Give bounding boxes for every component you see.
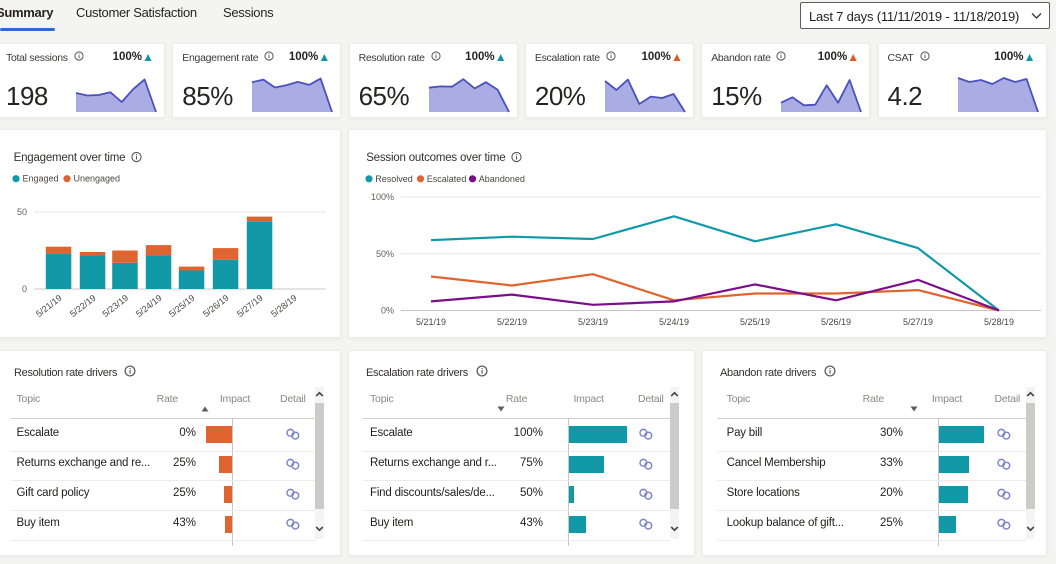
svg-text:Abandoned: Abandoned xyxy=(479,174,525,184)
svg-text:Unengaged: Unengaged xyxy=(74,174,121,184)
svg-text:5/22/19: 5/22/19 xyxy=(497,317,527,327)
svg-text:Session outcomes over time: Session outcomes over time xyxy=(366,152,505,164)
svg-text:5/28/19: 5/28/19 xyxy=(269,293,299,319)
svg-text:0%: 0% xyxy=(381,306,394,316)
svg-text:Escalated: Escalated xyxy=(427,174,467,184)
svg-text:50: 50 xyxy=(17,207,27,217)
svg-text:Engaged: Engaged xyxy=(23,174,59,184)
svg-text:100%: 100% xyxy=(371,192,394,202)
svg-text:5/26/19: 5/26/19 xyxy=(821,317,851,327)
svg-text:5/21/19: 5/21/19 xyxy=(416,317,446,327)
svg-text:5/22/19: 5/22/19 xyxy=(68,293,98,319)
svg-text:5/24/19: 5/24/19 xyxy=(134,293,164,319)
svg-text:0: 0 xyxy=(22,284,27,294)
svg-text:Resolved: Resolved xyxy=(375,174,413,184)
svg-text:5/21/19: 5/21/19 xyxy=(34,293,64,319)
svg-text:Engagement over time: Engagement over time xyxy=(14,152,126,164)
svg-text:5/23/19: 5/23/19 xyxy=(100,293,130,319)
svg-text:5/25/19: 5/25/19 xyxy=(740,317,770,327)
svg-text:5/26/19: 5/26/19 xyxy=(201,293,231,319)
svg-text:5/24/19: 5/24/19 xyxy=(659,317,689,327)
svg-text:5/27/19: 5/27/19 xyxy=(235,293,265,319)
svg-text:50%: 50% xyxy=(376,249,394,259)
svg-text:5/23/19: 5/23/19 xyxy=(578,317,608,327)
svg-text:5/28/19: 5/28/19 xyxy=(984,317,1014,327)
svg-text:5/27/19: 5/27/19 xyxy=(903,317,933,327)
svg-text:5/25/19: 5/25/19 xyxy=(167,293,197,319)
